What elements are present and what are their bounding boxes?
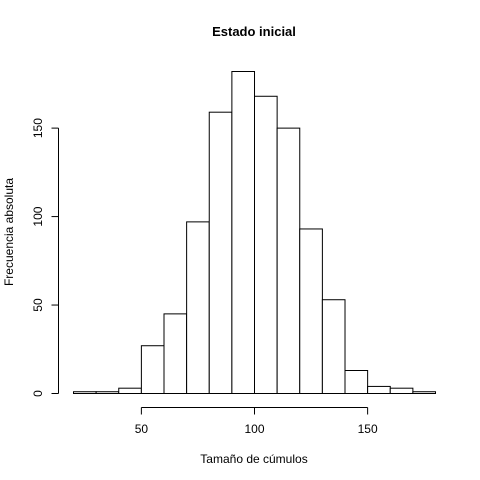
- histogram-bar: [163, 313, 188, 395]
- histogram-bar: [118, 387, 142, 395]
- y-tick-label: 0: [31, 390, 45, 397]
- chart-title: Estado inicial: [212, 24, 296, 39]
- histogram-bar: [321, 299, 346, 395]
- histogram-bar: [95, 391, 120, 395]
- y-tick-label: 100: [31, 206, 45, 226]
- histogram-bar: [412, 391, 437, 395]
- histogram-bar: [367, 385, 391, 395]
- x-tick-label: 150: [358, 422, 378, 436]
- y-tick-label: 150: [31, 118, 45, 138]
- histogram-bar: [231, 71, 256, 394]
- histogram-bar: [389, 387, 414, 395]
- histogram-bar: [299, 228, 323, 394]
- x-axis-label: Tamaño de cúmulos: [200, 452, 307, 466]
- histogram-bar: [73, 391, 97, 395]
- histogram-bar: [140, 345, 165, 395]
- histogram-bar: [276, 127, 301, 394]
- histogram-bar: [344, 370, 369, 394]
- histogram-bar: [186, 221, 210, 394]
- histogram-bar: [208, 111, 233, 394]
- x-tick-label: 50: [135, 422, 149, 436]
- x-tick-label: 100: [244, 422, 264, 436]
- bars-group: [73, 71, 437, 395]
- histogram-bar: [254, 95, 278, 395]
- x-axis: 50 100 150: [135, 407, 378, 436]
- y-axis-label: Frecuencia absoluta: [2, 178, 16, 286]
- y-tick-label: 50: [31, 298, 45, 312]
- y-axis: 0 50 100 150: [31, 118, 59, 397]
